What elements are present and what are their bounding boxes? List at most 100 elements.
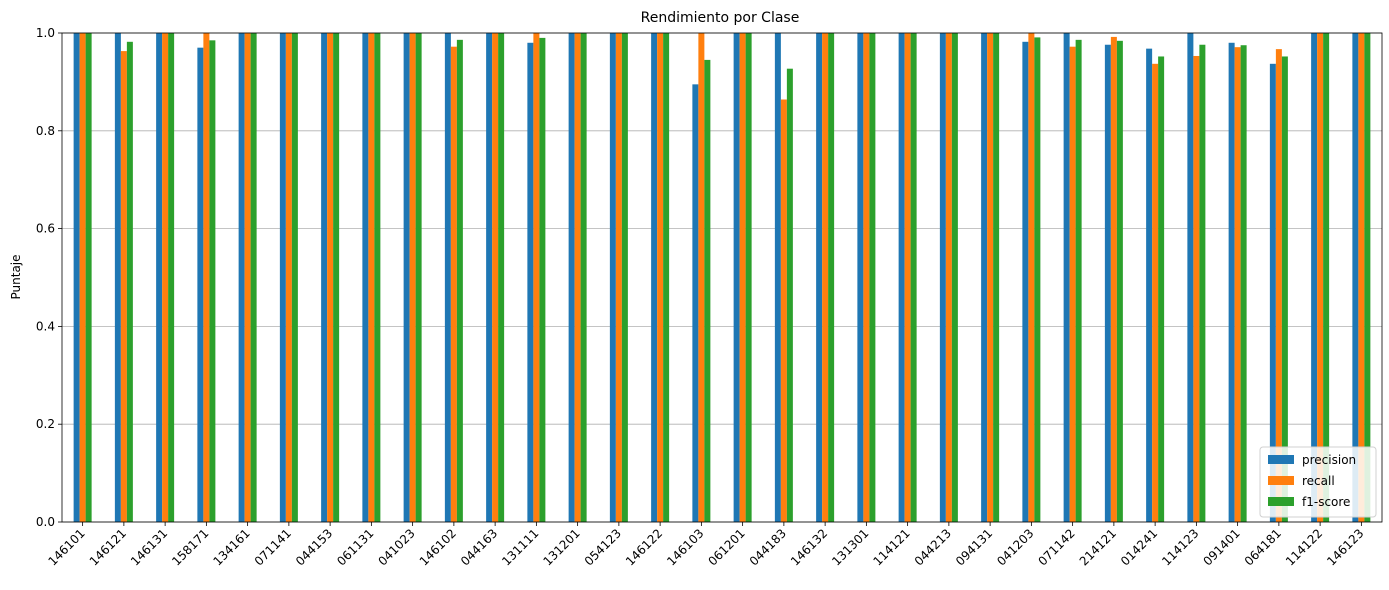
bar-f1-score [869,33,876,522]
bar-f1-score [1158,56,1165,523]
y-tick-label: 0.0 [36,515,55,529]
bar-f1-score [828,33,835,522]
bar-recall [120,51,127,523]
chart-title: Rendimiento por Clase [641,10,800,26]
bar-recall [1152,63,1159,522]
bar-recall [162,33,169,522]
legend-swatch [1268,497,1294,506]
bar-f1-score [1199,44,1206,523]
x-tick-label: 044213 [912,526,954,568]
bar-f1-score [498,33,505,522]
bar-recall [698,33,705,522]
x-tick-label: 071142 [1035,526,1077,568]
bar-recall [1193,55,1200,522]
bar-recall [79,33,86,522]
bar-precision [527,42,534,522]
bar-f1-score [663,33,670,522]
bar-recall [574,33,581,522]
bar-f1-score [1323,33,1330,522]
bar-recall [1358,33,1365,522]
bar-precision [114,33,121,522]
bar-f1-score [704,59,711,523]
bar-precision [403,33,410,522]
x-tick-label: 054123 [582,526,624,568]
x-tick-label: 146121 [87,526,129,568]
bar-recall [1317,33,1324,522]
bar-recall [492,33,499,522]
bar-f1-score [1116,40,1123,522]
legend-label: f1-score [1302,495,1350,509]
legend-label: recall [1302,474,1335,488]
bar-f1-score [126,41,133,522]
x-tick-label: 061131 [334,526,376,568]
bar-f1-score [951,33,958,522]
bar-recall [1110,36,1117,523]
plot-frame [61,32,1383,523]
x-tick-label: 146131 [128,526,170,568]
x-tick-label: 044183 [747,526,789,568]
bar-recall [327,33,334,522]
x-tick-label: 061201 [705,526,747,568]
bar-f1-score [910,33,917,522]
bar-precision [1269,63,1276,522]
y-ticks: 0.0 0.2 0.4 0.6 0.8 1.0 [36,26,62,529]
x-tick-label: 134161 [210,526,252,568]
bar-precision [238,33,245,522]
gridlines [62,32,1382,523]
bar-recall [368,33,375,522]
bar-recall [1275,49,1282,523]
x-tick-label: 114121 [870,526,912,568]
x-tick-label: 158171 [169,526,211,568]
bar-f1-score [539,37,546,522]
bar-f1-score [456,39,463,522]
bar-precision [568,33,575,522]
bar-precision [1352,33,1359,522]
bar-recall [285,33,292,522]
y-tick-label: 0.4 [36,319,55,333]
bar-recall [987,33,994,522]
bar-f1-score [250,33,257,522]
bar-precision [651,33,658,522]
x-tick-label: 131301 [829,526,871,568]
bar-recall [409,33,416,522]
bar-f1-score [745,33,752,522]
x-tick-label: 071141 [252,526,294,568]
bar-precision [1146,48,1153,522]
bar-recall [945,33,952,522]
x-tick-label: 146122 [623,526,665,568]
x-tick-label: 041023 [375,526,417,568]
x-tick-label: 044153 [293,526,335,568]
bar-precision [1063,33,1070,522]
bar-f1-score [1075,39,1082,522]
bar-precision [692,84,699,522]
y-axis-label: Puntaje [9,254,23,299]
bar-f1-score [580,33,587,522]
bar-recall [904,33,911,522]
bar-precision [444,33,451,522]
x-tick-label: 131201 [540,526,582,568]
y-tick-label: 0.8 [36,124,55,138]
axes [61,32,1383,523]
bar-precision [73,33,80,522]
bar-recall [450,46,457,522]
bar-recall [1069,46,1076,522]
bar-recall [822,33,829,522]
y-tick-label: 0.6 [36,222,55,236]
x-tick-label: 131111 [499,526,541,568]
bar-recall [780,99,787,522]
legend: precision recall f1-score [1259,446,1377,518]
bar-recall [1234,47,1241,522]
bar-precision [156,33,163,522]
bar-recall [739,33,746,522]
bar-recall [615,33,622,522]
bar-f1-score [415,33,422,522]
bar-precision [279,33,286,522]
x-tick-label: 064181 [1242,526,1284,568]
x-tick-label: 114123 [1159,526,1201,568]
bar-f1-score [993,33,1000,522]
bar-f1-score [291,33,298,522]
bar-precision [321,33,328,522]
bar-precision [939,33,946,522]
x-tick-label: 094131 [953,526,995,568]
